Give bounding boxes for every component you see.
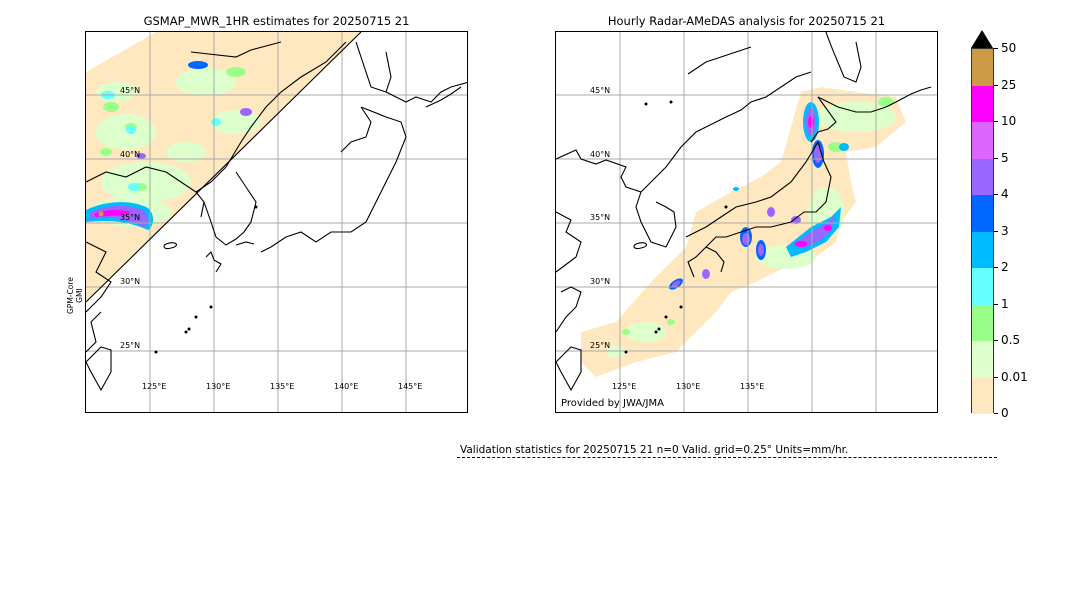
- colorbar-tick: [994, 194, 998, 195]
- colorbar-seg-3-4: [972, 195, 993, 232]
- sensor-label: GPM-Core GMI: [66, 277, 84, 314]
- colorbar-tick: [994, 121, 998, 122]
- colorbar-seg-001-05: [972, 341, 993, 378]
- validation-statistics: Validation statistics for 20250715 21 n=…: [460, 444, 849, 456]
- colorbar-label-25: 25: [1001, 78, 1017, 92]
- colorbar-seg-10-25: [972, 85, 993, 122]
- colorbar-label-2: 2: [1001, 260, 1009, 274]
- colorbar-seg-25-50: [972, 49, 993, 86]
- sensor-label-line1: GPM-Core: [66, 277, 75, 314]
- left-map: 45°N 40°N 35°N 30°N 25°N 125°E 130°E 135…: [85, 31, 468, 413]
- colorbar-tick: [994, 304, 998, 305]
- colorbar-label-0: 0: [1001, 406, 1009, 420]
- right-lat-tick-30: 30°N: [590, 277, 611, 286]
- right-lat-tick-40: 40°N: [590, 150, 611, 159]
- colorbar-seg-2-3: [972, 231, 993, 268]
- colorbar-seg-5-10: [972, 122, 993, 159]
- colorbar-label-3: 3: [1001, 224, 1009, 238]
- left-lat-tick-35: 35°N: [120, 213, 141, 222]
- colorbar-label-1: 1: [1001, 297, 1009, 311]
- left-lon-tick-130: 130°E: [206, 382, 231, 391]
- colorbar-seg-1-2: [972, 268, 993, 305]
- left-lon-tick-135: 135°E: [270, 382, 295, 391]
- right-lat-tick-35: 35°N: [590, 213, 611, 222]
- right-lon-tick-130: 130°E: [676, 382, 701, 391]
- colorbar-tick: [994, 158, 998, 159]
- colorbar: [971, 48, 994, 414]
- left-lon-tick-125: 125°E: [142, 382, 167, 391]
- left-lon-tick-140: 140°E: [334, 382, 359, 391]
- colorbar-tick: [994, 48, 998, 49]
- colorbar-tick: [994, 231, 998, 232]
- left-lat-tick-30: 30°N: [120, 277, 141, 286]
- colorbar-tick: [994, 267, 998, 268]
- colorbar-seg-0-001: [972, 377, 993, 414]
- colorbar-label-0.01: 0.01: [1001, 370, 1028, 384]
- left-map-graphic: [86, 32, 467, 412]
- right-lon-tick-125: 125°E: [612, 382, 637, 391]
- colorbar-extend-arrow: [971, 30, 993, 48]
- colorbar-label-4: 4: [1001, 187, 1009, 201]
- right-map-graphic: [556, 32, 937, 412]
- data-credit: Provided by JWA/JMA: [561, 398, 664, 409]
- colorbar-tick: [994, 377, 998, 378]
- colorbar-label-5: 5: [1001, 151, 1009, 165]
- right-lon-tick-135: 135°E: [740, 382, 765, 391]
- colorbar-tick: [994, 413, 998, 414]
- left-map-title: GSMAP_MWR_1HR estimates for 20250715 21: [143, 14, 410, 28]
- colorbar-seg-4-5: [972, 158, 993, 195]
- validation-divider: [457, 457, 997, 458]
- colorbar-seg-05-1: [972, 304, 993, 341]
- right-map: 45°N 40°N 35°N 30°N 25°N 125°E 130°E 135…: [555, 31, 938, 413]
- left-lat-tick-40: 40°N: [120, 150, 141, 159]
- left-lat-tick-45: 45°N: [120, 86, 141, 95]
- right-map-title: Hourly Radar-AMeDAS analysis for 2025071…: [607, 14, 886, 28]
- colorbar-label-10: 10: [1001, 114, 1017, 128]
- sensor-label-line2: GMI: [75, 288, 84, 303]
- colorbar-tick: [994, 340, 998, 341]
- left-lon-tick-145: 145°E: [398, 382, 423, 391]
- left-lat-tick-25: 25°N: [120, 341, 141, 350]
- colorbar-label-50: 50: [1001, 41, 1017, 55]
- right-lat-tick-25: 25°N: [590, 341, 611, 350]
- right-lat-tick-45: 45°N: [590, 86, 611, 95]
- colorbar-label-0.5: 0.5: [1001, 333, 1021, 347]
- colorbar-tick: [994, 85, 998, 86]
